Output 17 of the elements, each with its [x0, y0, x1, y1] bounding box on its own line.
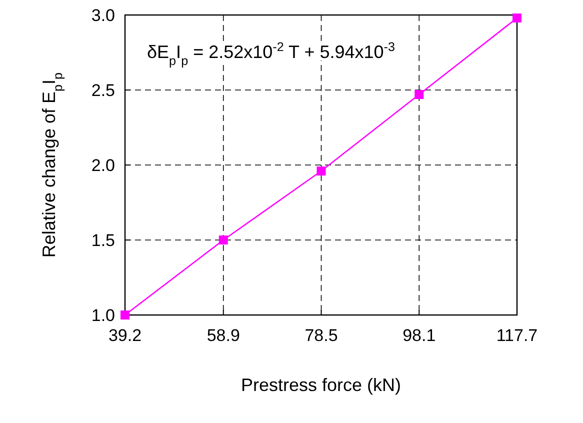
point	[512, 14, 522, 22]
y-tick-label: 2.5	[91, 81, 115, 100]
x-tick-label: 117.7	[496, 326, 538, 345]
x-tick-label: 39.2	[108, 326, 142, 345]
x-tick-label: 58.9	[206, 326, 240, 345]
y-tick-label: 1.0	[91, 306, 115, 325]
annotation: δE$_{p}$I$_{p}$ = 2.52x10$^{-2}$ T + 5.94x10$^{-3}$	[147, 40, 395, 68]
y-tick-label: 1.5	[91, 231, 115, 250]
y-tick-label: 2.0	[91, 156, 115, 175]
point	[120, 310, 130, 320]
x-axis-title: Prestress force (kN)	[240, 375, 402, 395]
point	[316, 166, 326, 176]
x-tick-label: 78.5	[304, 326, 338, 345]
point	[218, 236, 228, 244]
point	[414, 90, 424, 99]
x-tick-label: 98.1	[402, 326, 436, 345]
y-tick-label: 3.0	[91, 6, 115, 25]
